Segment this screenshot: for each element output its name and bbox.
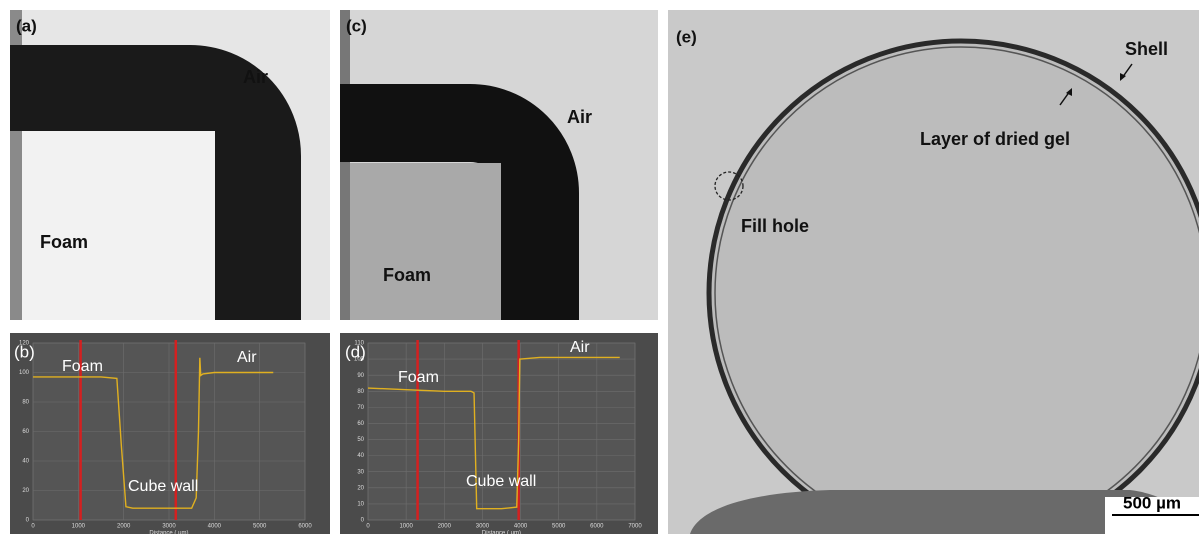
x-tick-label: 7000 — [628, 524, 642, 530]
x-tick-label: 3000 — [476, 524, 490, 530]
edge — [340, 10, 350, 320]
annotation: Air — [243, 67, 268, 87]
panel-label: (a) — [16, 16, 37, 35]
x-tick-label: 3000 — [162, 524, 176, 530]
panel-c: (c) Air Foam — [340, 10, 658, 320]
panel-a: (a) Air Foam — [10, 10, 330, 320]
annotation: Air — [570, 339, 590, 356]
annotation: Air — [567, 107, 592, 127]
panel-label: (d) — [345, 342, 366, 361]
x-axis-label: Distance ( µm) — [482, 531, 521, 534]
annotation: Air — [237, 349, 257, 366]
x-tick-label: 1000 — [72, 524, 86, 530]
annotation: Foam — [398, 369, 439, 386]
panel-label: (c) — [346, 16, 367, 35]
scale-bar-label: 500 µm — [1123, 493, 1181, 512]
foam-region — [350, 163, 501, 320]
annotation: Foam — [40, 232, 88, 252]
panel-label: (e) — [676, 27, 697, 46]
x-tick-label: 2000 — [117, 524, 131, 530]
foam-region — [22, 131, 215, 320]
annotation: Cube wall — [466, 473, 536, 490]
x-tick-label: 4000 — [514, 524, 528, 530]
y-tick-label: 80 — [22, 400, 29, 406]
figure: (a) Air Foam (c) Air Foam (e) Shell Laye… — [0, 0, 1199, 534]
x-tick-label: 4000 — [208, 524, 222, 530]
y-tick-label: 30 — [357, 469, 364, 475]
x-tick-label: 6000 — [590, 524, 604, 530]
annotation: Shell — [1125, 39, 1168, 59]
page: {"panels": [ {"label": "(a)", "annotatio… — [0, 0, 1199, 539]
y-tick-label: 50 — [357, 437, 364, 443]
shell — [709, 41, 1199, 534]
x-tick-label: 6000 — [298, 524, 312, 530]
panel-e: (e) Shell Layer of dried gel Fill hole 5… — [668, 10, 1199, 534]
y-tick-label: 90 — [357, 373, 364, 379]
annotation: Foam — [383, 265, 431, 285]
y-tick-label: 20 — [22, 488, 29, 494]
y-tick-label: 10 — [357, 501, 364, 507]
x-tick-label: 5000 — [552, 524, 566, 530]
y-tick-label: 70 — [357, 405, 364, 411]
x-tick-label: 1000 — [399, 524, 413, 530]
y-tick-label: 100 — [19, 370, 30, 376]
y-tick-label: 60 — [22, 429, 29, 435]
annotation: Foam — [62, 358, 103, 375]
x-tick-label: 5000 — [253, 524, 267, 530]
y-tick-label: 20 — [357, 485, 364, 491]
panel-label: (b) — [14, 342, 35, 361]
y-tick-label: 80 — [357, 389, 364, 395]
y-tick-label: 40 — [357, 453, 364, 459]
annotation: Fill hole — [741, 216, 809, 236]
y-tick-label: 40 — [22, 459, 29, 465]
annotation: Layer of dried gel — [920, 129, 1070, 149]
annotation: Cube wall — [128, 478, 198, 495]
x-tick-label: 2000 — [438, 524, 452, 530]
y-tick-label: 60 — [357, 421, 364, 427]
x-axis-label: Distance ( µm) — [149, 531, 188, 534]
